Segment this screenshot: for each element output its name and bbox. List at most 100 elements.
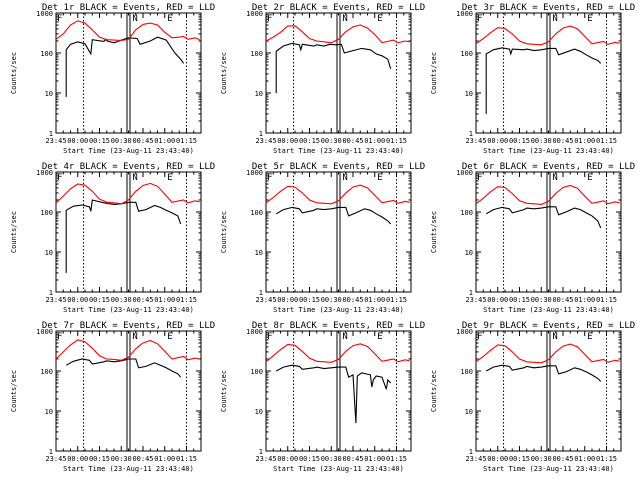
lld-series-line [475, 184, 620, 205]
time-marker-label: E [377, 332, 382, 342]
x-tick-label: 01:00 [364, 137, 385, 145]
x-tick-label: 01:15 [386, 137, 407, 145]
y-tick-label: 1 [49, 130, 53, 138]
x-tick-label: 01:15 [176, 137, 197, 145]
plot-frame [475, 171, 622, 293]
x-tick-label: 01:00 [364, 455, 385, 463]
x-tick-label: 23:45 [45, 296, 66, 304]
y-tick-label: 100 [460, 368, 473, 376]
time-marker-label: N [552, 173, 557, 183]
x-tick-label: 00:15 [299, 296, 320, 304]
x-axis-label: Start Time (23-Aug-11 23:43:40) [273, 306, 404, 314]
x-tick-label: 01:15 [596, 296, 617, 304]
x-tick-label: 00:15 [509, 137, 530, 145]
events-series-line [275, 206, 392, 225]
time-marker-label: E [587, 173, 592, 183]
x-tick-label: 00:30 [321, 137, 342, 145]
time-marker-label: N [342, 14, 347, 24]
time-marker-label: F [267, 14, 272, 24]
plot-frame [55, 171, 202, 293]
y-tick-label: 1 [49, 448, 53, 456]
x-tick-label: 23:45 [465, 455, 486, 463]
plot-frame [475, 330, 622, 452]
events-series-line [485, 206, 602, 229]
y-tick-label: 100 [460, 50, 473, 58]
x-tick-label: 00:30 [111, 296, 132, 304]
chart-title: Det 7r BLACK = Events, RED = LLD [42, 321, 215, 331]
time-marker-label: E [587, 14, 592, 24]
x-tick-label: 00:00 [67, 296, 88, 304]
time-marker-label: N [552, 14, 557, 24]
x-axis-label: Start Time (23-Aug-11 23:43:40) [273, 147, 404, 155]
y-tick-label: 10 [45, 408, 53, 416]
y-tick-label: 10 [465, 408, 473, 416]
x-axis-label: Start Time (23-Aug-11 23:43:40) [483, 465, 614, 473]
time-marker-label: N [342, 173, 347, 183]
x-tick-label: 01:00 [574, 296, 595, 304]
lld-series-line [55, 339, 200, 361]
y-tick-label: 100 [460, 209, 473, 217]
events-series-line [275, 42, 392, 93]
x-tick-label: 00:45 [342, 296, 363, 304]
plot-frame [265, 171, 412, 293]
x-tick-label: 00:15 [89, 137, 110, 145]
time-marker-label: E [167, 14, 172, 24]
x-tick-label: 00:45 [132, 455, 153, 463]
y-axis-label: Counts/sec [220, 370, 228, 412]
chart-panel: Det 1r BLACK = Events, RED = LLD Counts/s… [10, 3, 215, 155]
time-marker-label: F [477, 14, 482, 24]
y-tick-label: 1000 [36, 169, 53, 177]
lld-series-line [265, 184, 410, 205]
time-marker-label: F [477, 332, 482, 342]
chart-panel: Det 7r BLACK = Events, RED = LLD Counts/s… [10, 321, 215, 473]
chart-title: Det 2r BLACK = Events, RED = LLD [252, 3, 425, 13]
plot-frame [55, 330, 202, 452]
plot-frame [55, 12, 202, 134]
chart-title: Det 3r BLACK = Events, RED = LLD [462, 3, 635, 13]
x-tick-label: 23:45 [45, 137, 66, 145]
events-series-line [65, 358, 182, 378]
y-tick-label: 10 [255, 249, 263, 257]
chart-panel: Det 4r BLACK = Events, RED = LLD Counts/s… [10, 162, 215, 314]
events-series-line [275, 364, 392, 424]
x-tick-label: 00:45 [132, 137, 153, 145]
y-tick-label: 100 [250, 368, 263, 376]
time-marker-label: F [267, 332, 272, 342]
x-tick-label: 01:15 [596, 137, 617, 145]
x-tick-label: 00:00 [67, 137, 88, 145]
x-tick-label: 23:45 [255, 137, 276, 145]
time-marker-label: N [132, 14, 137, 24]
chart-panel: Det 8r BLACK = Events, RED = LLD Counts/s… [220, 321, 425, 473]
x-tick-label: 00:00 [487, 137, 508, 145]
time-marker-label: E [377, 14, 382, 24]
x-axis-label: Start Time (23-Aug-11 23:43:40) [63, 147, 194, 155]
x-tick-label: 00:00 [277, 455, 298, 463]
y-tick-label: 1000 [36, 328, 53, 336]
time-marker-label: E [377, 173, 382, 183]
y-tick-label: 100 [40, 50, 53, 58]
y-tick-label: 1000 [36, 10, 53, 18]
x-axis-label: Start Time (23-Aug-11 23:43:40) [483, 306, 614, 314]
x-tick-label: 00:00 [277, 296, 298, 304]
lld-series-line [265, 24, 410, 44]
y-tick-label: 1 [469, 448, 473, 456]
time-marker-label: F [267, 173, 272, 183]
x-tick-label: 01:15 [596, 455, 617, 463]
time-marker-label: E [167, 173, 172, 183]
y-tick-label: 1 [259, 289, 263, 297]
lld-series-line [475, 343, 620, 364]
x-tick-label: 00:45 [342, 455, 363, 463]
x-tick-label: 00:45 [552, 137, 573, 145]
y-tick-label: 1000 [456, 169, 473, 177]
chart-title: Det 4r BLACK = Events, RED = LLD [42, 162, 215, 172]
x-tick-label: 00:15 [509, 455, 530, 463]
x-tick-label: 00:30 [111, 137, 132, 145]
x-tick-label: 00:15 [89, 296, 110, 304]
y-axis-label: Counts/sec [430, 211, 438, 253]
x-tick-label: 00:30 [531, 455, 552, 463]
y-tick-label: 1 [469, 130, 473, 138]
x-axis-label: Start Time (23-Aug-11 23:43:40) [483, 147, 614, 155]
y-tick-label: 100 [40, 209, 53, 217]
lld-series-line [265, 343, 410, 363]
time-marker-label: N [132, 173, 137, 183]
